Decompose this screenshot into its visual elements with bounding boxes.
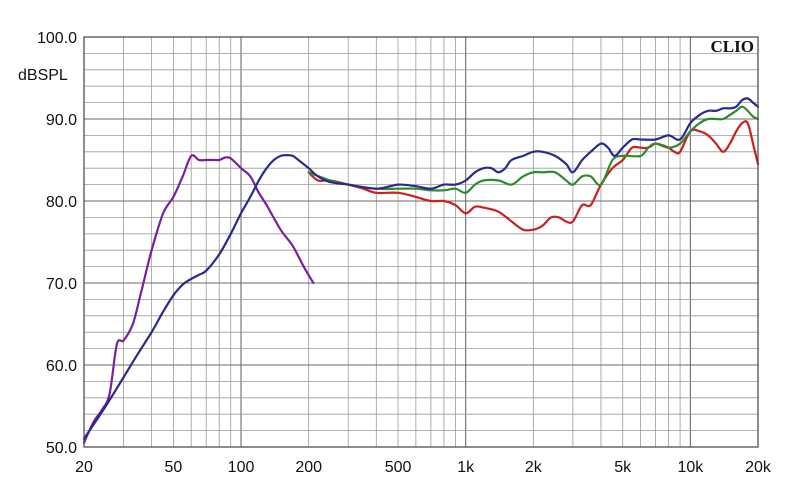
- series-line-3: [307, 105, 760, 194]
- series-line-1: [82, 154, 315, 444]
- y-tick-label: 50.0: [46, 440, 77, 457]
- x-axis-ticks: 20 50 100 200 500 1k 2k 5k 10k 20k: [75, 459, 772, 476]
- y-axis-label: dBSPL: [18, 67, 68, 84]
- y-tick-label: 90.0: [46, 112, 77, 129]
- x-tick-label: 20: [75, 459, 93, 476]
- series-line-2: [307, 120, 760, 232]
- y-axis-ticks: 50.0 60.0 70.0 80.0 90.0 100.0: [37, 30, 77, 457]
- y-tick-label: 80.0: [46, 194, 77, 211]
- x-tick-label: 2k: [525, 459, 543, 476]
- x-tick-label: 500: [385, 459, 412, 476]
- series-line-4: [82, 97, 760, 440]
- brand-logo: CLIO: [711, 37, 754, 56]
- x-tick-label: 100: [228, 459, 255, 476]
- y-tick-label: 100.0: [37, 30, 77, 47]
- x-tick-label: 5k: [614, 459, 632, 476]
- x-tick-label: 10k: [677, 459, 704, 476]
- x-tick-label: 20k: [745, 459, 772, 476]
- x-tick-label: 1k: [457, 459, 475, 476]
- minor-grid: [83, 37, 759, 447]
- x-tick-label: 50: [165, 459, 183, 476]
- plot-area: [84, 37, 758, 447]
- series-layer: [82, 97, 760, 444]
- y-tick-label: 70.0: [46, 276, 77, 293]
- plot-border: [83, 36, 759, 448]
- x-tick-label: 200: [295, 459, 322, 476]
- y-tick-label: 60.0: [46, 358, 77, 375]
